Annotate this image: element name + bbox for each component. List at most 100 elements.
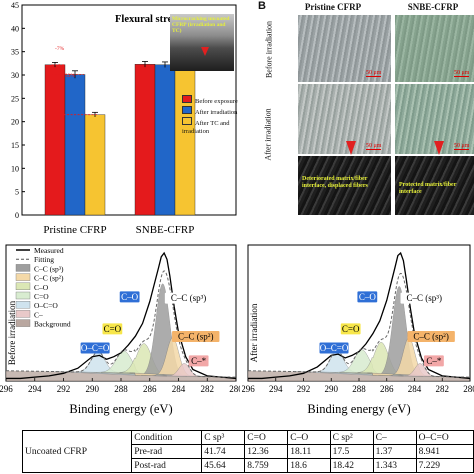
table-cell: 18.11 (287, 444, 331, 459)
legend-swatch (15, 282, 31, 290)
x-tick-label: 282 (201, 384, 215, 394)
column-title-snbe: SNBE-CFRP (407, 2, 459, 12)
legend-swatch (182, 106, 192, 114)
legend-label: After irradiation (195, 109, 238, 116)
table-cell: 12.36 (244, 444, 289, 459)
y-tick-label: 15 (11, 141, 19, 150)
bar (134, 64, 156, 216)
peak-label: C–C (sp²) (413, 332, 448, 342)
legend-label: O–C=O (34, 301, 58, 310)
peak-label: C–C (sp²) (178, 332, 213, 342)
table-cell: 1.343 (372, 458, 417, 473)
x-tick-label: 296 (242, 384, 255, 394)
bar (154, 64, 176, 216)
column-title-pristine: Pristine CFRP (304, 2, 362, 12)
table-cell: C sp² (329, 430, 374, 445)
panel-b-label: B (258, 0, 266, 12)
row-label-after: After irradiation (263, 108, 273, 161)
table-cell: Post-rad (131, 458, 203, 473)
legend-label: Background (34, 320, 71, 329)
table-cell: Uncoated CFRP (21, 430, 133, 473)
x-tick-label: 282 (436, 384, 450, 394)
x-tick-label: 288 (114, 384, 128, 394)
arrow-down-icon-2 (434, 141, 444, 155)
peak-label-box (424, 355, 444, 367)
arrow-down-icon-1 (346, 141, 356, 155)
table-cell: 7.229 (415, 458, 474, 473)
peak-label-box (319, 342, 349, 354)
caption-protected: Protected matrix/fiber interface (399, 182, 457, 195)
peak-label-box (102, 323, 123, 335)
table-cell: 18.6 (287, 458, 331, 473)
legend-item: After TC and irradiation (182, 117, 240, 136)
peak-label: C–C (sp³) (171, 293, 206, 303)
scale-bar-3: 50 μm (366, 143, 382, 150)
legend-label: C–C (sp²) (34, 274, 64, 283)
peak-label: C–* (191, 356, 207, 366)
fitting-line (5, 270, 236, 378)
inset-caption: Microcracking uncoated CFRP (irradiation… (172, 16, 230, 34)
x-tick-label: 288 (352, 384, 366, 394)
peak-label: C–O (359, 292, 377, 302)
panel-b: B Pristine CFRP SNBE-CFRP Before irradia… (258, 0, 474, 240)
peak-label: O–C=O (320, 343, 349, 353)
peak-label: C–C (sp³) (406, 293, 441, 303)
x-tick-label: 280 (229, 384, 240, 394)
bar (84, 114, 106, 216)
x-tick-label: 290 (325, 384, 339, 394)
table-row: Pre-rad 41.74 12.36 18.11 17.5 1.37 8.941 (23, 444, 474, 459)
x-tick-label: 290 (86, 384, 100, 394)
legend-swatch (15, 264, 31, 272)
fitting-line (247, 272, 470, 378)
peak-label: C–* (426, 356, 442, 366)
table-cell: 18.42 (329, 458, 374, 473)
table-cell: C–O (287, 430, 331, 445)
bar (64, 74, 86, 216)
bar-legend: Before exposure After irradiation After TC… (182, 95, 240, 136)
sem-pristine-after: Deteriorated matrix/fiber interface, dis… (298, 156, 391, 215)
bar (44, 64, 66, 216)
legend-label: Before exposure (195, 98, 238, 105)
annotation-minus-33: -33% (63, 73, 75, 79)
legend-swatch (182, 117, 192, 125)
legend-label: After TC and irradiation (182, 120, 230, 135)
y-tick-label: 40 (11, 24, 19, 33)
legend-swatch (15, 301, 31, 309)
table-cell: 8.941 (415, 444, 474, 459)
table-cell: Condition (131, 430, 203, 445)
scale-bar-4: 50 μm (454, 143, 470, 150)
table-cell: 1.37 (372, 444, 417, 459)
annotation-minus-7: -7% (55, 46, 65, 52)
peak-label: C–O (121, 292, 139, 302)
xps-spectrum-after: O–C=O C=O C–O C–C (sp³) C–C (sp²) C–* 296 294 29… (242, 244, 474, 416)
y-tick-label: 5 (15, 188, 19, 197)
measured-line (6, 251, 237, 380)
caption-deteriorated: Deteriorated matrix/fiber interface, dis… (302, 176, 368, 189)
table-row: Post-rad 45.64 8.759 18.6 18.42 1.343 7.229 (23, 458, 474, 473)
legend-swatch (15, 291, 31, 300)
peak-label-box (400, 292, 448, 304)
peak-label-box (340, 323, 361, 335)
y-axis-label: After irradiation (249, 303, 259, 362)
y-tick-label: 35 (11, 48, 19, 57)
scale-bar-2: 50 μm (454, 70, 470, 77)
bar (174, 64, 196, 216)
x-axis-label: Binding energy (eV) (69, 402, 172, 416)
x-tick-label: 286 (380, 384, 394, 394)
peak-label-box (188, 355, 209, 367)
legend-label: Measured (34, 246, 64, 255)
y-tick-label: 45 (11, 1, 19, 10)
table-cell: C=O (244, 430, 289, 445)
composition-table: Uncoated CFRP Condition C sp³ C=O C–O C sp² C–… (21, 430, 474, 473)
micrograph-snbe-before (395, 15, 474, 82)
xps-spectrum-before: O–C=OC=OC–O C–C (sp³)C–C (sp²)C–*296 294 29… (0, 244, 240, 416)
table-cell: C– (372, 430, 417, 445)
y-tick-label: 20 (11, 118, 19, 127)
y-tick-label: 25 (11, 94, 19, 103)
y-tick-label: 0 (15, 211, 19, 220)
scale-bar-1: 50 μm (366, 70, 382, 77)
peak-label-box (119, 291, 140, 303)
category-label: SNBE-CFRP (136, 224, 195, 236)
measured-line (248, 251, 471, 380)
y-tick-label: 30 (11, 71, 19, 80)
